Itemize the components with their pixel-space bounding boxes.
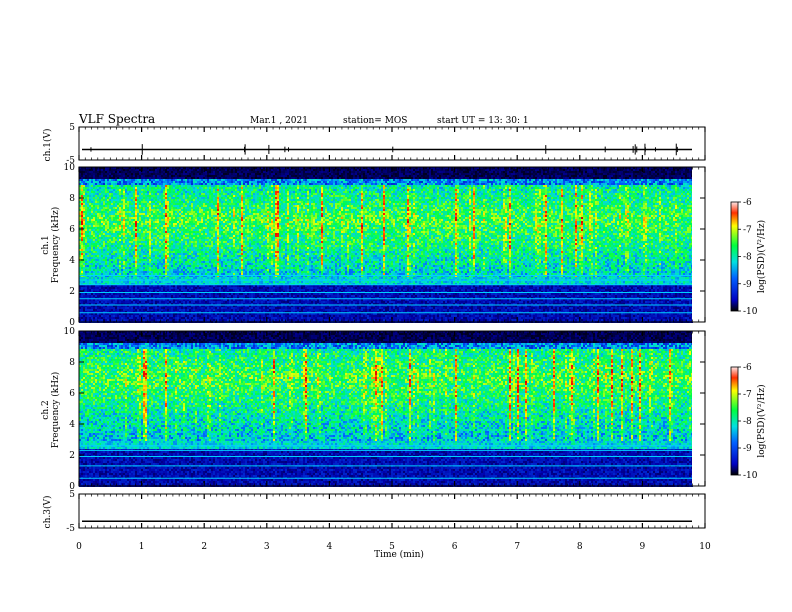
y-tick-label: -5 xyxy=(66,524,75,534)
waveform-background xyxy=(79,127,705,160)
colorbar-tick-label: -10 xyxy=(743,307,758,317)
x-tick-label: 9 xyxy=(640,542,646,552)
y-tick-label: 6 xyxy=(69,225,75,235)
spectrogram-image xyxy=(79,331,693,487)
x-tick-label: 5 xyxy=(389,542,395,552)
y-tick-label: 8 xyxy=(69,194,75,204)
start-time-label: start UT = 13: 30: 1 xyxy=(437,116,529,126)
ch2-spec-ylabel-freq: Frequency (kHz) xyxy=(50,372,61,449)
colorbar-tick-label: -6 xyxy=(743,198,752,208)
spectrogram-image xyxy=(79,167,693,323)
date-label: Mar.1 , 2021 xyxy=(250,116,308,126)
ch3-waveform-panel: 5 -50 1 2 3 4 5 6 7 8 9 10 xyxy=(66,490,711,552)
station-label: station= MOS xyxy=(343,116,407,126)
chart-title: VLF Spectra xyxy=(78,112,155,126)
ch3-wave-ylabel: ch.3(V) xyxy=(42,496,53,529)
x-tick-label: 4 xyxy=(327,542,333,552)
y-tick-label: 2 xyxy=(69,287,75,297)
y-tick-label: 4 xyxy=(69,256,75,266)
colorbar-tick-label: -8 xyxy=(743,253,752,263)
colorbar-tick-label: -7 xyxy=(743,225,752,235)
ch2-spec-ylabel-channel: ch.2 xyxy=(41,400,51,419)
ch1-wave-ylabel: ch.1(V) xyxy=(42,129,53,162)
ch1-waveform-panel: 5 -5 xyxy=(66,123,706,166)
x-tick-label: 0 xyxy=(76,542,82,552)
y-tick-label: 8 xyxy=(69,358,75,368)
x-tick-label: 3 xyxy=(264,542,270,552)
y-tick-label: 0 xyxy=(69,318,75,328)
x-axis-label: Time (min) xyxy=(374,549,424,560)
colorbar-ch1: -6 -7 -8 -9 -10 log(PSD)(V²/Hz) xyxy=(730,198,767,317)
y-tick-label: 5 xyxy=(69,490,75,500)
y-tick-label: 4 xyxy=(69,420,75,430)
colorbar-tick-label: -6 xyxy=(743,363,752,373)
y-tick-label: 10 xyxy=(64,327,76,337)
x-tick-label: 1 xyxy=(139,542,145,552)
y-tick-label: 5 xyxy=(69,123,75,133)
colorbar-tick-label: -9 xyxy=(743,444,752,454)
colorbar-tick-label: -8 xyxy=(743,417,752,427)
x-tick-label: 6 xyxy=(452,542,458,552)
colorbar-scale xyxy=(730,201,739,312)
y-tick-label: 6 xyxy=(69,389,75,399)
y-tick-label: -5 xyxy=(66,156,75,166)
ch2-spectrogram-panel: 0 2 4 6 8 10 xyxy=(64,327,706,492)
colorbar-ch2: -6 -7 -8 -9 -10 log(PSD)(V²/Hz) xyxy=(730,363,767,481)
waveform-background xyxy=(79,494,705,528)
colorbar-tick-label: -10 xyxy=(743,471,758,481)
x-tick-label: 2 xyxy=(201,542,207,552)
y-tick-label: 2 xyxy=(69,451,75,461)
ch1-spec-ylabel-channel: ch.1 xyxy=(41,235,51,254)
x-tick-label: 8 xyxy=(577,542,583,552)
colorbar-tick-label: -9 xyxy=(743,280,752,290)
ch1-spec-ylabel-freq: Frequency (kHz) xyxy=(50,207,61,284)
colorbar-tick-label: -7 xyxy=(743,390,752,400)
colorbar-label: log(PSD)(V²/Hz) xyxy=(756,220,767,293)
colorbar-scale xyxy=(730,366,739,476)
colorbar-label: log(PSD)(V²/Hz) xyxy=(756,384,767,457)
x-tick-label: 10 xyxy=(699,542,711,552)
x-tick-label: 7 xyxy=(514,542,520,552)
y-tick-label: 0 xyxy=(69,482,75,492)
ch1-spectrogram-panel: 0 2 4 6 8 10 xyxy=(64,163,706,328)
y-tick-label: 10 xyxy=(64,163,76,173)
